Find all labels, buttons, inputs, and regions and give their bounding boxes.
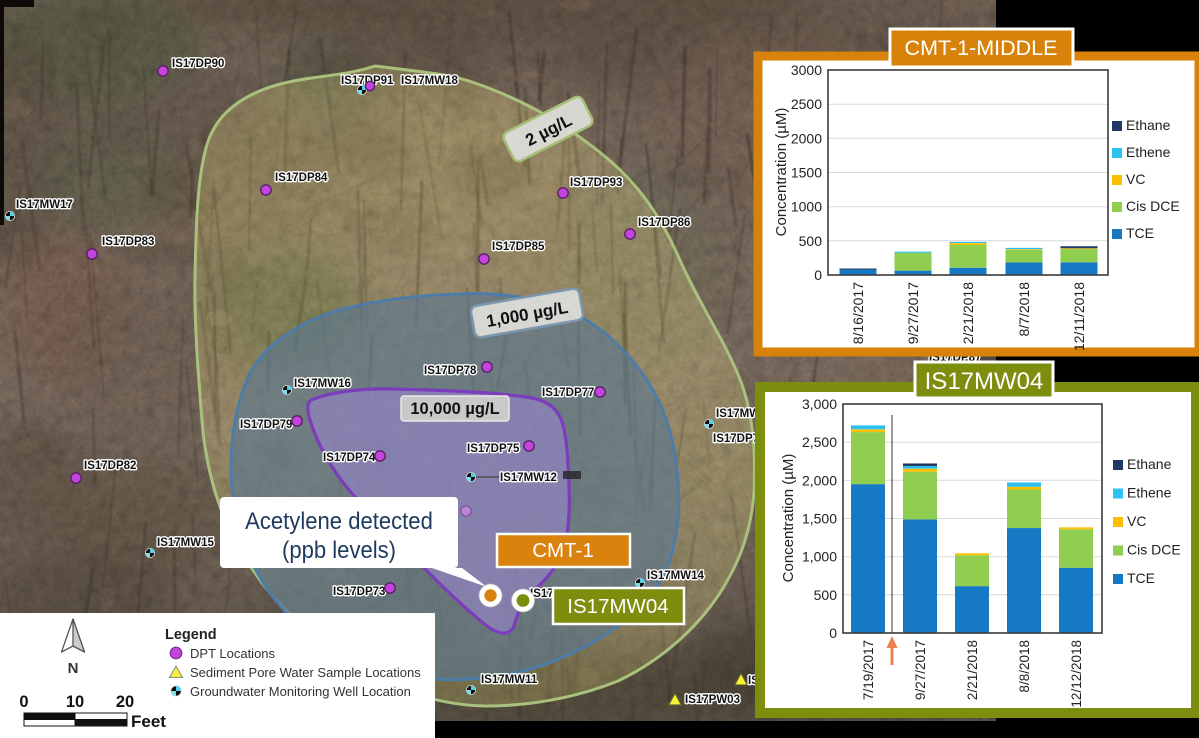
svg-text:7/19/2017: 7/19/2017 <box>861 640 876 700</box>
svg-text:10,000 µg/L: 10,000 µg/L <box>410 400 499 418</box>
svg-text:2/21/2018: 2/21/2018 <box>960 282 976 344</box>
svg-text:IS17DP86: IS17DP86 <box>638 217 690 229</box>
svg-text:8/7/2018: 8/7/2018 <box>1016 282 1032 337</box>
svg-text:2/21/2018: 2/21/2018 <box>965 640 980 700</box>
svg-text:IS17DP93: IS17DP93 <box>570 177 622 189</box>
svg-text:Ethane: Ethane <box>1126 117 1171 133</box>
svg-text:Ethene: Ethene <box>1127 485 1172 501</box>
svg-text:IS17MW17: IS17MW17 <box>16 199 73 211</box>
svg-text:IS17DP76: IS17DP76 <box>713 433 765 445</box>
svg-text:IS17DP85: IS17DP85 <box>492 241 545 253</box>
svg-text:Groundwater Monitoring Well Lo: Groundwater Monitoring Well Location <box>190 684 411 699</box>
svg-text:IS17MW16: IS17MW16 <box>294 378 351 390</box>
svg-text:Acetylene detected: Acetylene detected <box>245 507 433 534</box>
svg-text:IS17DP82: IS17DP82 <box>84 460 136 472</box>
svg-text:IS17DP74: IS17DP74 <box>323 452 376 464</box>
svg-text:(ppb levels): (ppb levels) <box>282 536 396 563</box>
svg-text:0: 0 <box>19 693 28 711</box>
svg-text:0: 0 <box>829 625 837 641</box>
svg-text:Cis DCE: Cis DCE <box>1126 198 1180 214</box>
svg-text:IS17DP79: IS17DP79 <box>240 419 292 431</box>
svg-text:Ethane: Ethane <box>1127 456 1172 472</box>
svg-text:IS17DP83: IS17DP83 <box>102 236 154 248</box>
svg-text:IS17DP73: IS17DP73 <box>333 586 385 598</box>
svg-text:10: 10 <box>66 693 84 711</box>
svg-text:12/11/2018: 12/11/2018 <box>1071 282 1087 351</box>
svg-text:VC: VC <box>1127 513 1146 529</box>
svg-text:IS17PW03: IS17PW03 <box>685 694 740 706</box>
svg-text:9/27/2017: 9/27/2017 <box>913 640 928 700</box>
svg-text:3000: 3000 <box>791 62 822 78</box>
svg-text:1500: 1500 <box>791 165 822 181</box>
svg-text:8/8/2018: 8/8/2018 <box>1017 640 1032 693</box>
svg-text:Concentration (µM): Concentration (µM) <box>773 108 790 237</box>
svg-text:2500: 2500 <box>791 96 822 112</box>
svg-text:8/16/2017: 8/16/2017 <box>850 282 866 344</box>
svg-text:IS17MW12: IS17MW12 <box>500 472 557 484</box>
svg-text:9/27/2017: 9/27/2017 <box>905 282 921 344</box>
svg-text:IS17MW18: IS17MW18 <box>401 75 458 87</box>
svg-text:IS17MW11: IS17MW11 <box>481 674 538 686</box>
svg-text:TCE: TCE <box>1127 570 1155 586</box>
svg-text:0: 0 <box>814 267 822 283</box>
svg-text:IS17DP90: IS17DP90 <box>172 58 224 70</box>
svg-text:IS17DP75: IS17DP75 <box>467 443 520 455</box>
svg-text:1,000: 1,000 <box>802 549 837 565</box>
svg-text:IS17DP77: IS17DP77 <box>542 387 594 399</box>
svg-text:IS17DP84: IS17DP84 <box>275 172 328 184</box>
svg-text:500: 500 <box>799 233 823 249</box>
svg-text:Sediment Pore Water Sample Loc: Sediment Pore Water Sample Locations <box>190 665 421 680</box>
svg-text:3,000: 3,000 <box>802 396 837 412</box>
svg-text:CMT-1-MIDDLE: CMT-1-MIDDLE <box>905 36 1058 60</box>
svg-text:Cis DCE: Cis DCE <box>1127 542 1181 558</box>
svg-text:IS17MW14: IS17MW14 <box>647 570 704 582</box>
svg-text:IS17DP91: IS17DP91 <box>341 75 394 87</box>
svg-text:N: N <box>68 660 79 677</box>
svg-text:1000: 1000 <box>791 199 822 215</box>
svg-text:VC: VC <box>1126 171 1145 187</box>
svg-text:2000: 2000 <box>791 130 822 146</box>
svg-text:Legend: Legend <box>165 627 217 643</box>
svg-text:Feet: Feet <box>131 712 166 731</box>
svg-text:TCE: TCE <box>1126 225 1154 241</box>
svg-text:Ethene: Ethene <box>1126 144 1171 160</box>
svg-text:IS17DP78: IS17DP78 <box>424 365 477 377</box>
svg-text:IS17MW15: IS17MW15 <box>157 537 214 549</box>
svg-text:IS17MW04: IS17MW04 <box>925 368 1044 395</box>
svg-text:DPT Locations: DPT Locations <box>190 646 276 661</box>
svg-text:12/12/2018: 12/12/2018 <box>1069 640 1084 708</box>
svg-text:1,500: 1,500 <box>802 511 837 527</box>
svg-text:Concentration (µM): Concentration (µM) <box>780 454 797 583</box>
svg-text:500: 500 <box>814 587 838 603</box>
svg-text:2,000: 2,000 <box>802 472 837 488</box>
svg-text:IS17MW04: IS17MW04 <box>567 595 668 618</box>
svg-text:20: 20 <box>116 693 134 711</box>
svg-text:CMT-1: CMT-1 <box>532 539 594 562</box>
svg-text:2,500: 2,500 <box>802 434 837 450</box>
